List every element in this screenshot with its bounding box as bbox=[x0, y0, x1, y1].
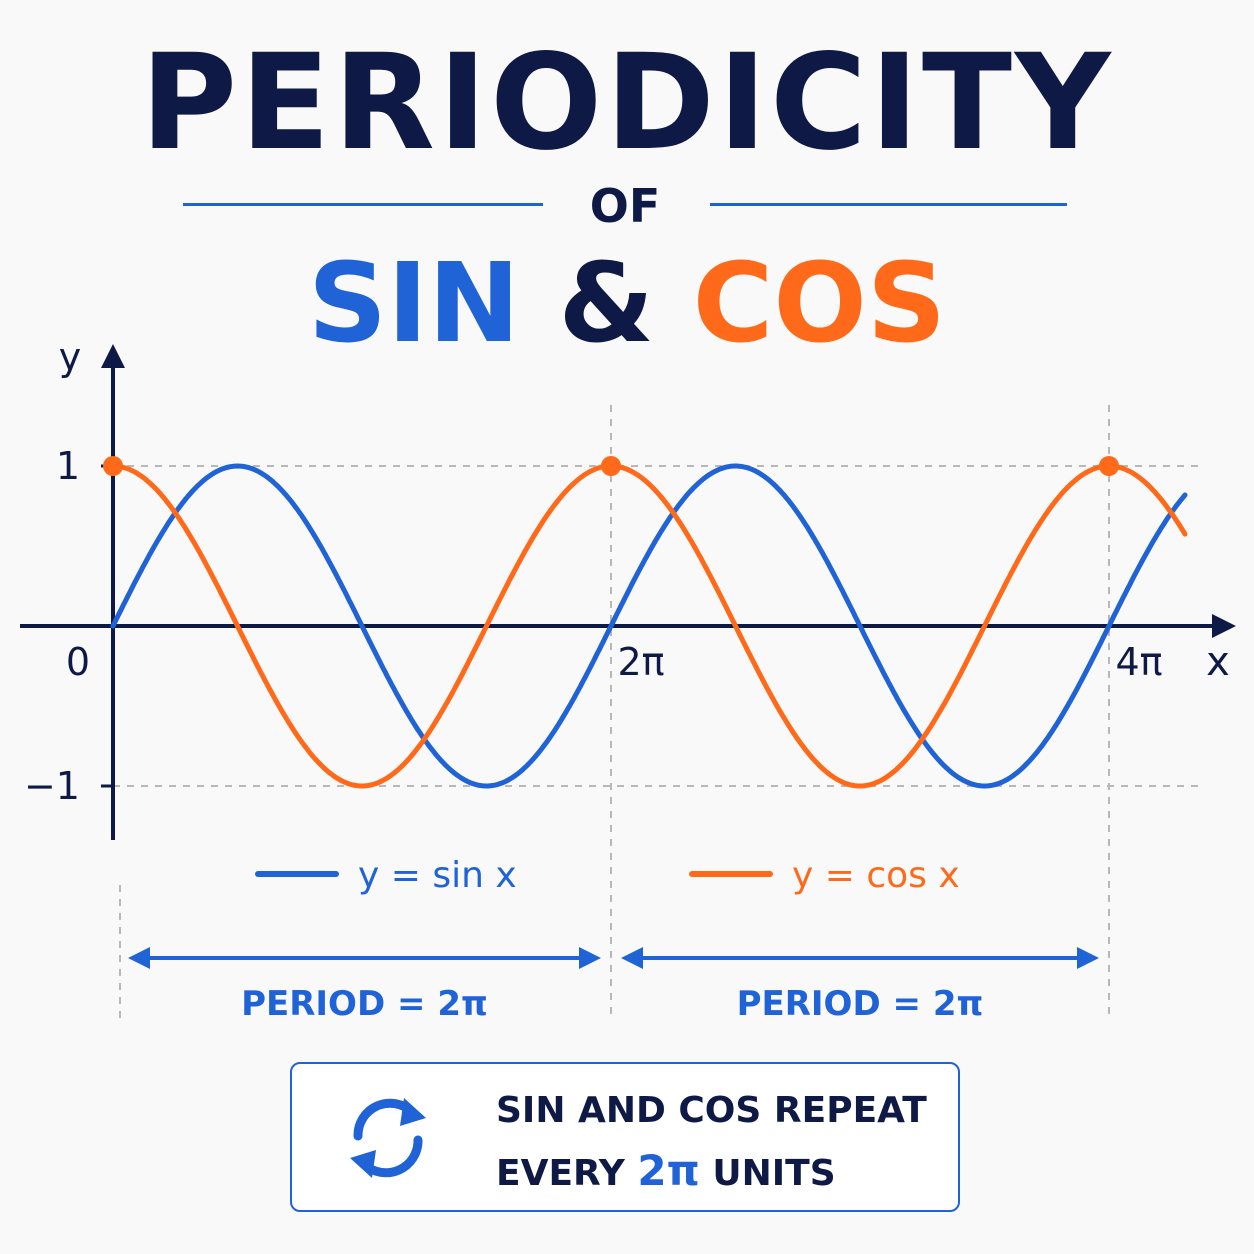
title-rule-right bbox=[710, 203, 1067, 206]
period-label-0: PERIOD = 2π bbox=[241, 984, 488, 1024]
y-tick-label-1: −1 bbox=[24, 764, 80, 808]
x-tick-label-2: 4π bbox=[1115, 640, 1162, 684]
period-arrow-head-right-0 bbox=[579, 947, 602, 969]
legend-label-cos: y = cos x bbox=[792, 855, 960, 896]
series-line-sin bbox=[110, 463, 1188, 789]
x-tick-label-1: 2π bbox=[617, 640, 664, 684]
summary-box: SIN AND COS REPEAT EVERY 2π UNITS bbox=[290, 1062, 960, 1212]
y-axis-arrow bbox=[101, 344, 125, 368]
period-arrow-head-left-0 bbox=[128, 947, 150, 969]
sin-cos-chart: y x 0 2π 4π 1 −1 y = sin x y = cos x PERIOD = 2π P… bbox=[20, 335, 1236, 1024]
peak-point-2 bbox=[1099, 456, 1120, 476]
peak-point-0 bbox=[103, 456, 123, 476]
title-rule-left bbox=[183, 203, 543, 206]
summary-line-1: SIN AND COS REPEAT bbox=[496, 1090, 927, 1131]
y-axis-label: y bbox=[59, 335, 82, 379]
period-arrow-head-left-1 bbox=[621, 947, 644, 969]
period-label-1: PERIOD = 2π bbox=[737, 984, 984, 1024]
x-axis-arrow bbox=[1212, 614, 1236, 638]
x-axis-label: x bbox=[1206, 639, 1230, 685]
summary-every: EVERY bbox=[496, 1153, 625, 1194]
summary-units: UNITS bbox=[712, 1153, 836, 1194]
title-ampersand: & bbox=[558, 239, 655, 367]
summary-two-pi: 2π bbox=[637, 1146, 700, 1195]
title-cos: COS bbox=[692, 239, 947, 367]
legend-label-sin: y = sin x bbox=[358, 855, 517, 896]
period-arrow-head-right-1 bbox=[1077, 947, 1100, 969]
title-sin: SIN bbox=[307, 239, 521, 367]
x-tick-label-0: 0 bbox=[66, 640, 90, 684]
repeat-cycle-icon bbox=[350, 1098, 426, 1178]
peak-point-1 bbox=[601, 456, 622, 476]
series-line-cos bbox=[110, 463, 1188, 789]
summary-line-2: EVERY 2π UNITS bbox=[496, 1146, 836, 1195]
title-sin-cos: SIN & COS bbox=[0, 238, 1254, 368]
y-tick-label-0: 1 bbox=[56, 444, 80, 488]
title-periodicity: PERIODICITY bbox=[140, 26, 1114, 180]
title-of: OF bbox=[589, 179, 661, 233]
